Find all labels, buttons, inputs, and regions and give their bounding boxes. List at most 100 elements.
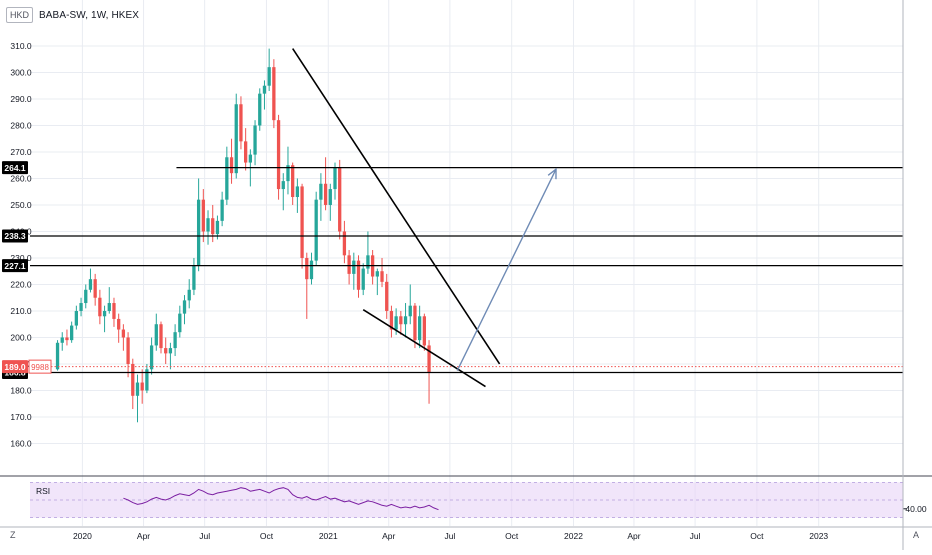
level-tag-bg (2, 259, 28, 273)
candle-body (394, 316, 398, 330)
candle-body (286, 165, 290, 182)
candle-body (403, 316, 408, 325)
candle-body (225, 157, 229, 200)
y-tick-label: 180.0 (10, 385, 32, 395)
y-tick-label: 280.0 (10, 120, 32, 130)
drawings[interactable] (30, 48, 903, 388)
level-tag-bg (2, 229, 28, 243)
candle-body (328, 189, 332, 205)
candle-body (295, 186, 300, 198)
y-tick-label: 170.0 (10, 412, 32, 422)
last-price-tag: 189.0 (4, 362, 26, 372)
candle-body (220, 199, 224, 221)
candle-body (276, 120, 281, 190)
y-tick-label: 160.0 (10, 438, 32, 448)
y-tick-label: 270.0 (10, 147, 32, 157)
candle-body (366, 255, 370, 269)
candle-body (347, 255, 351, 274)
candle-body (131, 363, 135, 396)
candle-body (291, 165, 295, 198)
projection-arrow[interactable] (456, 168, 557, 371)
y-tick-label: 260.0 (10, 173, 32, 183)
candle-body (149, 345, 154, 370)
candle-body (98, 297, 102, 317)
rsi-pane[interactable]: RSI 40.00 (30, 481, 927, 518)
candle-body (258, 93, 262, 126)
x-tick-label: Oct (505, 531, 519, 541)
candle-body (239, 104, 243, 142)
candle-body (102, 310, 107, 317)
candle-body (281, 181, 285, 190)
candle-body (192, 265, 196, 290)
candle-body (234, 104, 238, 174)
x-tick-label: 2022 (564, 531, 583, 541)
y-tick-label: 220.0 (10, 279, 32, 289)
time-axis[interactable]: 2020 Apr Jul Oct 2021 Apr Jul Oct 2022 Apr Jul Oct 2… (0, 526, 932, 541)
candle-body (380, 271, 384, 282)
x-tick-label: Jul (690, 531, 701, 541)
x-tick-label: Oct (750, 531, 764, 541)
candle-body (201, 199, 205, 232)
level-tag-bg (2, 161, 28, 175)
level-tag: 264.1 (4, 163, 26, 173)
candle-body (168, 348, 173, 354)
candle-body (375, 271, 379, 277)
zoom-reset-button[interactable]: Z (10, 530, 16, 540)
last-price-tag-bg (2, 360, 28, 374)
candle-body (385, 281, 389, 311)
candle-body (117, 318, 121, 330)
candle-body (140, 382, 144, 391)
candle-body (399, 316, 403, 325)
candle-body (314, 199, 318, 261)
candle-body (422, 316, 426, 346)
y-tick-label: 250.0 (10, 200, 32, 210)
x-tick-label: Apr (137, 531, 150, 541)
x-tick-label: 2023 (809, 531, 828, 541)
candle-body (196, 199, 201, 266)
rsi-line[interactable] (123, 487, 439, 511)
lower-support-trendline[interactable] (362, 308, 486, 388)
candle-body (84, 289, 88, 304)
y-tick-label: 210.0 (10, 306, 32, 316)
rsi-tick-label: 40.00 (905, 504, 927, 514)
candle-body (154, 324, 158, 346)
x-tick-label: Jul (199, 531, 210, 541)
candle-body (93, 279, 97, 298)
candle-body (427, 345, 431, 373)
x-tick-label: Jul (444, 531, 455, 541)
candle-body (352, 260, 356, 274)
candle-body (272, 67, 276, 121)
candle-body (126, 337, 130, 364)
chart-header: HKD BABA-SW, 1W, HKEX (6, 6, 139, 24)
candle-body (135, 382, 140, 396)
candle-body (215, 220, 220, 235)
ticker-code-bg (28, 359, 52, 374)
level-tag: 227.1 (4, 261, 26, 271)
candle-body (74, 310, 79, 326)
candle-body (309, 260, 314, 280)
price-axis[interactable]: 160.0170.0180.0190.0200.0210.0220.0230.0… (10, 0, 904, 550)
candles (55, 48, 431, 423)
candle-body (211, 218, 215, 235)
candle-body (107, 303, 111, 311)
x-tick-label: Apr (382, 531, 395, 541)
y-tick-label: 230.0 (10, 253, 32, 263)
candle-body (88, 279, 93, 290)
rsi-label: RSI (36, 486, 50, 496)
candle-body (408, 305, 412, 317)
projection-arrow-head (547, 167, 557, 180)
x-tick-label: 2021 (319, 531, 338, 541)
upper-resistance-trendline[interactable] (292, 48, 501, 365)
currency-chip[interactable]: HKD (6, 7, 34, 23)
candle-body (182, 300, 187, 314)
candle-body (338, 167, 342, 232)
candle-body (361, 268, 365, 290)
candle-body (267, 67, 271, 86)
candle-body (248, 154, 252, 163)
candle-body (121, 329, 126, 338)
candle-body (413, 305, 417, 341)
auto-scale-button[interactable]: A (913, 530, 920, 540)
